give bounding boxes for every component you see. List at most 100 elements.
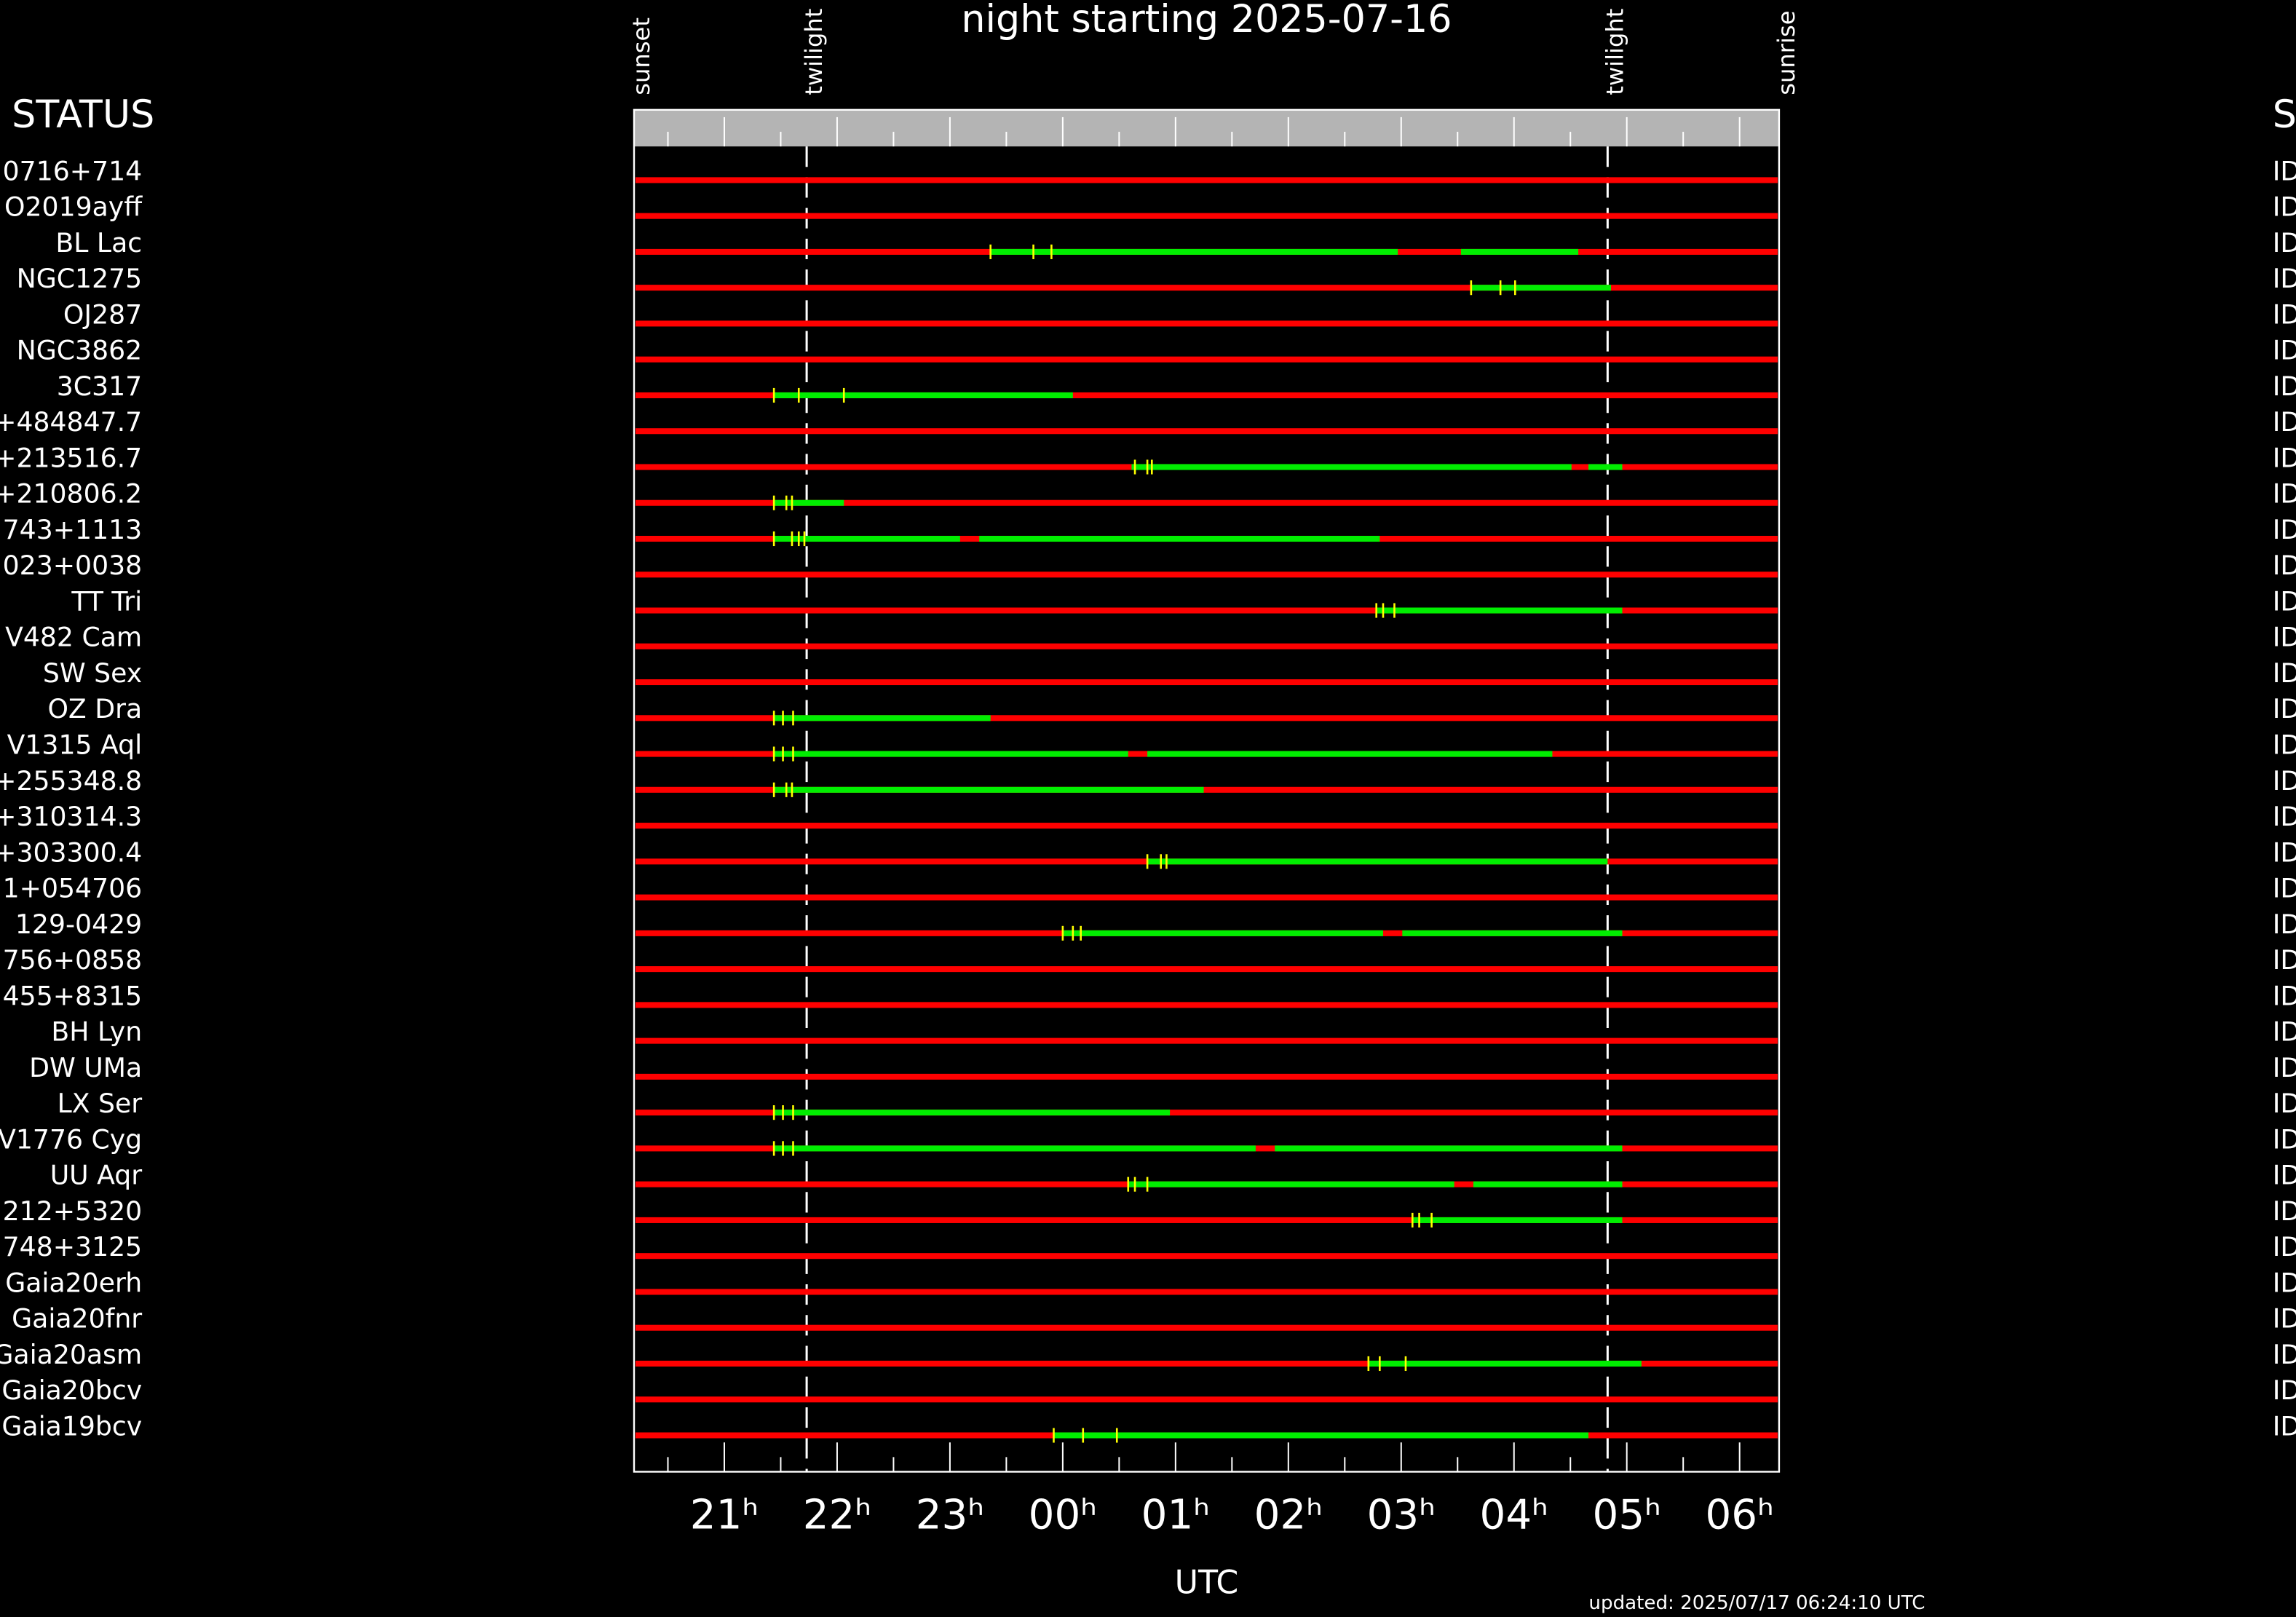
target-status: ID	[2273, 550, 2296, 581]
unavailable-band	[636, 285, 1778, 291]
event-label: twilight	[800, 9, 828, 95]
unavailable-band	[636, 1396, 1778, 1403]
target-status: ID	[2273, 1016, 2296, 1048]
unavailable-band	[636, 607, 1778, 614]
target-status: ID	[2273, 155, 2296, 186]
target-name: DW UMa	[29, 1052, 142, 1083]
target-status: ID	[2273, 585, 2296, 617]
target-status: ID	[2273, 1231, 2296, 1262]
target-name: BH Lyn	[51, 1016, 142, 1048]
unavailable-band	[636, 320, 1778, 327]
unavailable-band	[636, 715, 1778, 721]
target-name: 748+3125	[3, 1231, 143, 1262]
target-name: +213516.7	[0, 442, 142, 473]
x-tick-label: 01ʰ	[1141, 1491, 1210, 1538]
observable-window	[1147, 751, 1553, 757]
target-name: 023+0038	[3, 550, 143, 581]
unavailable-band	[636, 786, 1778, 793]
unavailable-band	[636, 572, 1778, 578]
observable-window	[979, 535, 1380, 542]
x-tick-label: 05ʰ	[1593, 1491, 1661, 1538]
target-status: ID	[2273, 837, 2296, 868]
unavailable-band	[636, 679, 1778, 686]
target-status: ID	[2273, 1339, 2296, 1370]
unavailable-band	[636, 499, 1778, 506]
target-name: Gaia20fnr	[12, 1303, 142, 1335]
observable-window	[990, 248, 1398, 255]
target-status: ID	[2273, 1052, 2296, 1083]
target-name: 743+1113	[3, 514, 143, 545]
target-name: TT Tri	[71, 585, 142, 617]
target-name: 1+054706	[3, 873, 143, 904]
x-axis-label: UTC	[1175, 1564, 1239, 1601]
plot-frame	[633, 108, 1781, 1473]
target-name: 756+0858	[3, 944, 143, 976]
unavailable-band	[636, 1289, 1778, 1295]
unavailable-band	[636, 177, 1778, 183]
observable-window	[774, 715, 991, 721]
observable-window	[1128, 1181, 1454, 1187]
target-status: ID	[2273, 1160, 2296, 1191]
target-name: OZ Dra	[47, 693, 142, 724]
observable-window	[1062, 930, 1383, 936]
target-status: ID	[2273, 1267, 2296, 1298]
x-tick-label: 02ʰ	[1254, 1491, 1323, 1538]
observable-window	[774, 499, 844, 506]
target-status: ID	[2273, 1375, 2296, 1406]
target-status: ID	[2273, 909, 2296, 940]
observable-window	[1147, 858, 1608, 865]
target-status: ID	[2273, 729, 2296, 760]
target-name: V1776 Cyg	[0, 1123, 142, 1155]
unavailable-band	[636, 643, 1778, 649]
target-status: ID	[2273, 478, 2296, 510]
target-status: ID	[2273, 1123, 2296, 1155]
unavailable-band	[636, 1217, 1778, 1223]
unavailable-band	[636, 1253, 1778, 1260]
target-status: ID	[2273, 944, 2296, 976]
x-tick-label: 21ʰ	[690, 1491, 759, 1538]
observable-window	[1460, 248, 1579, 255]
unavailable-band	[636, 392, 1778, 398]
x-tick-label: 04ʰ	[1480, 1491, 1548, 1538]
target-status: ID	[2273, 1088, 2296, 1119]
target-name: +255348.8	[0, 765, 142, 796]
observable-window	[774, 1145, 1256, 1152]
target-name: 0716+714	[3, 155, 143, 186]
target-name: OJ287	[63, 299, 142, 330]
target-status: ID	[2273, 657, 2296, 689]
target-status: ID	[2273, 980, 2296, 1011]
observable-window	[1131, 464, 1572, 470]
target-status: ID	[2273, 1195, 2296, 1227]
observable-window	[1368, 1360, 1642, 1367]
target-status: ID	[2273, 622, 2296, 653]
target-name: 455+8315	[3, 980, 143, 1011]
target-status: ID	[2273, 801, 2296, 832]
unavailable-band	[636, 1037, 1778, 1044]
unavailable-band	[636, 213, 1778, 219]
x-tick-label: 00ʰ	[1029, 1491, 1097, 1538]
target-name: NGC1275	[17, 263, 142, 294]
unavailable-band	[636, 1324, 1778, 1331]
observable-window	[774, 392, 1073, 398]
status-header: S	[2273, 92, 2296, 137]
header-band	[633, 109, 1779, 147]
observable-window	[1376, 607, 1623, 614]
chart-title: night starting 2025-07-16	[961, 0, 1452, 41]
observable-window	[774, 1110, 1171, 1116]
target-status: ID	[2273, 1303, 2296, 1335]
target-status: ID	[2273, 1410, 2296, 1442]
x-tick-label: 23ʰ	[916, 1491, 984, 1538]
unavailable-band	[636, 966, 1778, 973]
target-name: Gaia19bcv	[1, 1410, 142, 1442]
target-name: BL Lac	[55, 227, 142, 258]
target-name: O2019ayff	[4, 191, 143, 223]
target-status: ID	[2273, 765, 2296, 796]
x-tick-label: 03ʰ	[1367, 1491, 1436, 1538]
target-name: 212+5320	[3, 1195, 143, 1227]
event-label: twilight	[1601, 9, 1628, 95]
target-status: ID	[2273, 227, 2296, 258]
unavailable-band	[636, 1073, 1778, 1080]
